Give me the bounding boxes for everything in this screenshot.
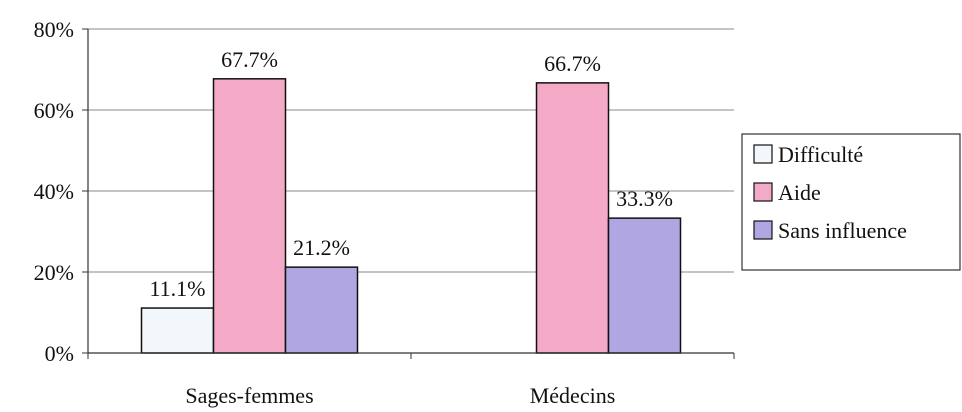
data-label: 21.2% — [293, 235, 350, 260]
data-label: 66.7% — [544, 51, 601, 76]
y-tick-label: 80% — [34, 17, 74, 42]
bar-sans-influence — [284, 266, 359, 354]
legend-label: Difficulté — [778, 142, 863, 167]
data-label: 11.1% — [149, 276, 205, 301]
y-tick-label: 60% — [34, 98, 74, 123]
x-axis-category-labels: Sages-femmes Médecins — [185, 383, 615, 408]
legend-label: Sans influence — [778, 218, 907, 243]
legend-swatch — [753, 182, 773, 202]
legend-box — [741, 133, 961, 271]
bar-aide — [212, 78, 287, 354]
legend-swatch — [753, 144, 773, 164]
bar-aide — [535, 82, 610, 354]
bars — [140, 78, 682, 354]
x-category-label: Médecins — [530, 383, 616, 408]
data-labels: 11.1% 67.7% 21.2% 66.7% 33.3% — [149, 47, 672, 301]
bar-sans-influence — [607, 217, 682, 354]
y-tick-label: 0% — [45, 341, 74, 366]
y-axis-ticks: 0% 20% 40% 60% 80% — [34, 17, 88, 366]
legend: Difficulté Aide Sans influence — [741, 133, 961, 271]
bar-difficulté — [140, 307, 215, 354]
x-category-label: Sages-femmes — [185, 383, 313, 408]
data-label: 67.7% — [221, 47, 278, 72]
y-tick-label: 20% — [34, 260, 74, 285]
legend-label: Aide — [778, 180, 821, 205]
data-label: 33.3% — [616, 186, 673, 211]
y-tick-label: 40% — [34, 179, 74, 204]
legend-swatch — [753, 220, 773, 240]
